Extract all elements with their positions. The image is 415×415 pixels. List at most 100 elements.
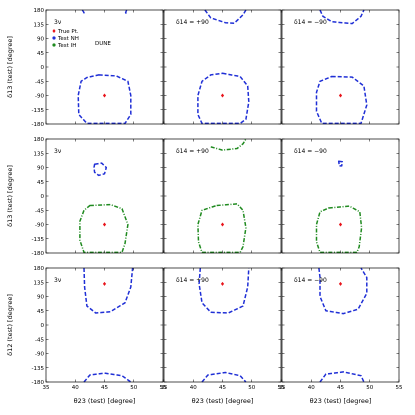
y-tick-label: -180: [32, 122, 45, 128]
test-nh-contour: [197, 72, 250, 125]
y-tick-label: 0: [41, 65, 45, 71]
y-tick-label: -90: [35, 352, 44, 358]
panel-frame: [45, 138, 164, 254]
y-tick-label: 180: [34, 137, 45, 143]
panel-label: 3ν: [54, 19, 62, 26]
panel-frame: [163, 9, 282, 125]
panel-label: δ14 = +90: [176, 148, 209, 155]
y-tick-label: 0: [41, 194, 45, 200]
panel-frame: [281, 138, 400, 254]
panel-frame: [281, 9, 400, 125]
y-tick-label: 45: [37, 51, 44, 57]
true-point-marker: [102, 281, 107, 286]
test-nh-contour: [319, 371, 365, 383]
panel-label: 3ν: [54, 277, 62, 284]
x-tick-label: 55: [396, 385, 403, 391]
panel-r3-c2: 35 40 45 50 55 δ14 = +90 θ23 (test) [degree]: [161, 267, 285, 405]
x-axis-label: θ23 (test) [degree]: [192, 397, 254, 405]
x-tick-label: 50: [366, 385, 373, 391]
test-nh-contour: [318, 267, 368, 315]
x-tick-label: 45: [101, 385, 108, 391]
y-tick-label: 90: [37, 37, 44, 43]
test-nh-contour: [83, 267, 134, 314]
test-ih-contour: [79, 203, 129, 254]
legend-marker: [52, 43, 56, 47]
true-point-marker: [338, 281, 343, 286]
test-nh-contour: [93, 162, 108, 177]
test-nh-contour: [77, 74, 132, 125]
y-tick-label: -45: [35, 208, 44, 214]
x-tick-label: 40: [72, 385, 79, 391]
y-axis-label: δ12 (test) [degree]: [6, 294, 14, 356]
legend-true-point-marker: [52, 29, 56, 33]
x-axis-label: θ23 (test) [degree]: [74, 397, 136, 405]
y-tick-label: -180: [32, 380, 45, 386]
y-tick-label: 45: [37, 180, 44, 186]
x-tick-label: 50: [248, 385, 255, 391]
x-tick-label: 45: [337, 385, 344, 391]
true-point-marker: [102, 222, 107, 227]
test-nh-contour: [198, 267, 250, 314]
panel-r2-c1: -180 -135 -90 -45 0 45 90 135 180 3ν δ13 (test) [d…: [6, 137, 164, 257]
legend-entry-label: Test IH: [57, 43, 76, 49]
panel-label: δ14 = +90: [176, 277, 209, 284]
experiment-label: DUNE: [95, 41, 111, 47]
y-tick-label: -90: [35, 94, 44, 100]
x-tick-label: 40: [308, 385, 315, 391]
test-ih-contour: [197, 203, 247, 254]
true-point-marker: [220, 222, 225, 227]
test-ih-contour: [210, 138, 247, 151]
panel-label: δ14 = −90: [294, 277, 327, 284]
panel-r2-c2: δ14 = +90: [163, 138, 282, 254]
test-nh-contour: [337, 160, 344, 167]
true-point-marker: [220, 93, 225, 98]
panel-r3-c3: 35 40 45 50 55 δ14 = −90 θ23 (test) [degree]: [279, 267, 403, 405]
y-axis-label: δ13 (test) [degree]: [6, 165, 14, 227]
legend-marker: [52, 36, 56, 40]
true-point-marker: [338, 93, 343, 98]
panel-label: δ14 = −90: [294, 148, 327, 155]
x-tick-label: 50: [130, 385, 137, 391]
test-nh-contour: [124, 9, 128, 16]
true-point-marker: [220, 281, 225, 286]
y-tick-label: -180: [32, 251, 45, 257]
y-tick-label: -45: [35, 79, 44, 85]
panel-frame: [45, 9, 164, 125]
true-point-marker: [102, 93, 107, 98]
x-tick-label: 35: [161, 385, 168, 391]
y-tick-label: 90: [37, 166, 44, 172]
y-tick-label: 180: [34, 8, 45, 14]
panel-r2-c3: δ14 = −90: [281, 138, 400, 254]
x-tick-label: 55: [278, 385, 285, 391]
test-nh-contour: [204, 9, 247, 25]
y-axis-label: δ13 (test) [degree]: [6, 36, 14, 98]
legend-entry-label: True Pt.: [57, 29, 79, 35]
x-tick-label: 35: [43, 385, 50, 391]
test-nh-contour: [319, 9, 365, 25]
panel-r1-c2: δ14 = +90: [163, 9, 282, 125]
y-tick-label: 180: [34, 266, 45, 272]
panel-label: δ14 = +90: [176, 19, 209, 26]
x-tick-label: 40: [190, 385, 197, 391]
x-axis-label: θ23 (test) [degree]: [310, 397, 372, 405]
y-tick-label: 90: [37, 295, 44, 301]
panel-frame: [163, 138, 282, 254]
y-tick-label: -90: [35, 223, 44, 229]
test-ih-contour: [315, 205, 363, 254]
y-tick-label: 45: [37, 309, 44, 315]
x-tick-label: 55: [160, 385, 167, 391]
y-tick-label: 0: [41, 323, 45, 329]
x-tick-label: 45: [219, 385, 226, 391]
panel-r1-c3: δ14 = −90: [281, 9, 400, 125]
test-nh-contour: [201, 371, 247, 383]
panel-r3-c1: 35 40 45 50 55 -180 -135 -90 -45 0 45 90 135 180 3ν δ12…: [6, 266, 167, 405]
y-tick-label: -45: [35, 337, 44, 343]
y-tick-label: -135: [32, 108, 45, 114]
test-nh-contour: [315, 75, 368, 125]
legend-entry-label: Test NH: [57, 36, 79, 42]
panel-label: δ14 = −90: [294, 19, 327, 26]
y-tick-label: -135: [32, 237, 45, 243]
test-nh-contour: [83, 372, 132, 383]
